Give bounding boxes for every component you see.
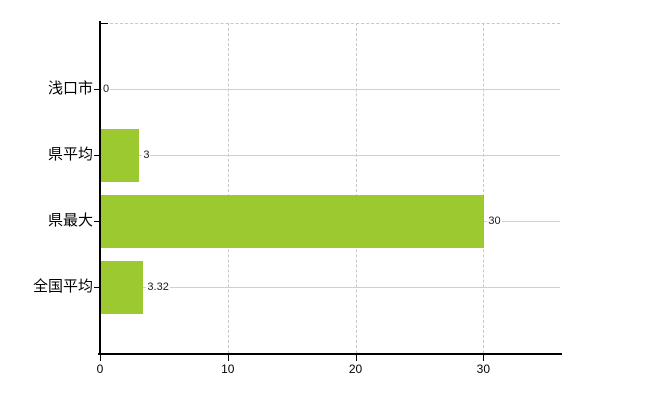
bar-value-label: 3.32 <box>146 280 170 294</box>
y-axis-tick <box>94 287 100 288</box>
category-gridline <box>100 287 560 288</box>
category-label: 県平均 <box>47 146 93 163</box>
y-axis-line <box>99 21 101 355</box>
x-axis-tick-label: 20 <box>348 362 363 376</box>
x-axis-line <box>98 353 562 355</box>
bar <box>101 194 485 248</box>
x-gridline-10 <box>227 23 229 353</box>
plot-top-gridline <box>100 23 560 24</box>
category-gridline <box>100 155 560 156</box>
y-axis-top-tick <box>100 23 108 24</box>
x-gridline-20 <box>355 23 357 353</box>
category-label: 全国平均 <box>32 278 93 295</box>
x-gridline-30 <box>483 23 485 353</box>
bar <box>101 260 144 314</box>
bar <box>101 128 140 182</box>
x-axis-tick <box>100 355 101 361</box>
bar-value-label: 0 <box>102 82 111 96</box>
y-axis-tick <box>94 89 100 90</box>
x-axis-tick-label: 30 <box>476 362 490 376</box>
category-label: 浅口市 <box>47 80 93 97</box>
x-axis-tick-label: 0 <box>96 362 104 376</box>
y-axis-tick <box>94 221 100 222</box>
category-label: 県最大 <box>47 212 93 229</box>
y-axis-tick <box>94 155 100 156</box>
x-axis-tick <box>355 355 357 361</box>
category-gridline <box>100 89 560 90</box>
bar-value-label: 30 <box>487 214 502 228</box>
bar-value-label: 3 <box>142 148 151 162</box>
x-axis-tick <box>227 355 229 361</box>
plot-area: 0 3 30 3.32 <box>100 23 560 353</box>
x-axis-tick <box>483 355 485 361</box>
x-axis-tick-label: 10 <box>221 362 235 376</box>
